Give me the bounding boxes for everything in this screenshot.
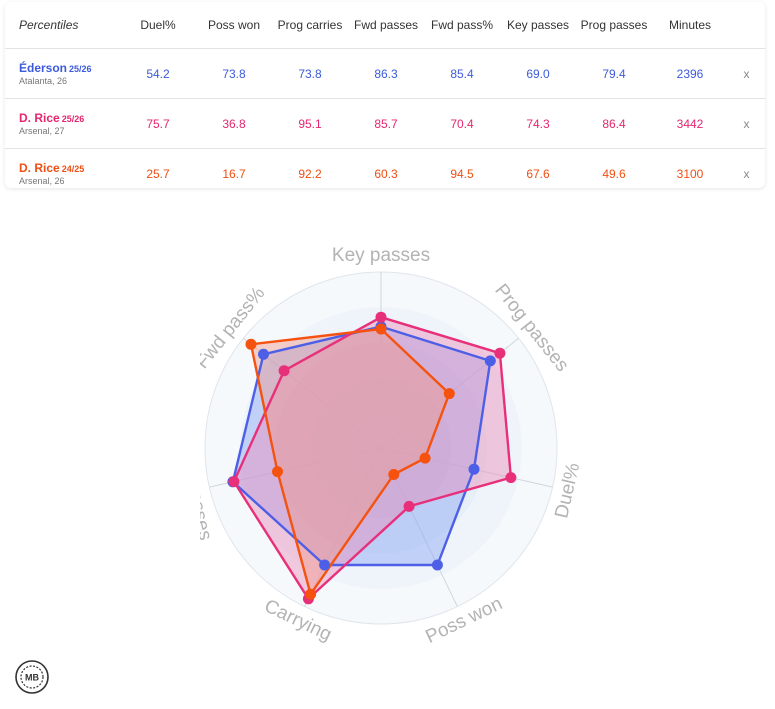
series-line [232, 315, 513, 600]
table-row: D. Rice 25/26 Arsenal, 27 75.7 36.8 95.1 … [5, 98, 765, 149]
series-point [484, 355, 496, 367]
player-club: Atalanta, 26 [19, 76, 68, 86]
player-name: D. Rice [19, 161, 60, 175]
cell-prog-carries: 95.1 [272, 98, 348, 149]
cell-key-passes: 74.3 [500, 98, 576, 149]
remove-player-button[interactable]: x [743, 116, 750, 131]
cell-fwd-pass-pct: 70.4 [424, 98, 500, 149]
column-header-remove [728, 2, 765, 49]
radar-chart: Key passes Prog passes Duel% Poss won Carryi… [173, 238, 585, 654]
series-point [494, 347, 506, 359]
column-header-prog-carries[interactable]: Prog carries [272, 2, 348, 49]
table-header-row: Percentiles Duel% Poss won Prog carries … [5, 2, 765, 49]
column-header-poss-won[interactable]: Poss won [196, 2, 272, 49]
column-header-fwd-passes[interactable]: Fwd passes [348, 2, 424, 49]
cell-prog-carries: 73.8 [272, 48, 348, 99]
logo-text: MB [25, 673, 39, 683]
series-point [443, 388, 455, 400]
cell-fwd-passes: 85.7 [348, 98, 424, 149]
column-header-duel-pct[interactable]: Duel% [120, 2, 196, 49]
series-point [228, 476, 240, 488]
column-header-prog-passes[interactable]: Prog passes [576, 2, 652, 49]
series-point [305, 588, 317, 600]
series-point [431, 559, 443, 571]
player-club: Arsenal, 26 [19, 176, 65, 186]
cell-prog-passes: 49.6 [602, 166, 626, 181]
cell-prog-carries: 92.2 [298, 166, 322, 181]
radar-spoke [304, 447, 382, 607]
series-point [388, 469, 400, 480]
table-row: Éderson 25/26 Atalanta, 26 54.2 73.8 73.8… [5, 48, 765, 99]
cell-poss-won: 16.7 [222, 166, 246, 181]
player-season: 25/26 [61, 114, 85, 124]
player-club: Arsenal, 27 [19, 126, 65, 136]
series-point [375, 323, 387, 335]
series-point [245, 338, 257, 350]
series-point [468, 463, 480, 475]
column-header-key-passes[interactable]: Key passes [500, 2, 576, 49]
cell-duel-pct: 25.7 [146, 166, 170, 181]
series-point [505, 472, 517, 484]
series-area [232, 326, 491, 565]
cell-fwd-passes: 86.3 [348, 48, 424, 99]
cell-key-passes: 67.6 [526, 166, 550, 181]
remove-player-button[interactable]: x [743, 166, 750, 181]
player-cell[interactable]: D. Rice 25/26 Arsenal, 27 [5, 98, 120, 149]
cell-fwd-passes: 60.3 [374, 166, 398, 181]
cell-minutes: 2396 [652, 48, 728, 99]
percentiles-table: Percentiles Duel% Poss won Prog carries … [5, 2, 765, 198]
percentiles-table-card: Percentiles Duel% Poss won Prog carries … [5, 2, 765, 188]
series-point [375, 311, 387, 323]
percentiles-header: Percentiles [5, 2, 120, 49]
cell-duel-pct: 54.2 [120, 48, 196, 99]
series-line [249, 327, 451, 596]
player-season: 24/25 [61, 164, 85, 174]
series-point [403, 500, 415, 512]
cell-poss-won: 36.8 [196, 98, 272, 149]
column-header-fwd-pass-pct[interactable]: Fwd pass% [424, 2, 500, 49]
column-header-minutes[interactable]: Minutes [652, 2, 728, 49]
series-point [419, 452, 431, 464]
cell-prog-passes: 86.4 [576, 98, 652, 149]
cell-minutes: 3100 [676, 166, 704, 181]
player-season: 25/26 [69, 64, 92, 74]
series-point [258, 348, 269, 360]
cell-fwd-pass-pct: 85.4 [424, 48, 500, 99]
cell-fwd-pass-pct: 94.5 [450, 166, 474, 181]
player-name: Éderson [19, 61, 68, 75]
mb-logo: MB [14, 659, 50, 695]
player-name: D. Rice [19, 111, 60, 125]
cell-minutes: 3442 [652, 98, 728, 149]
radar-spoke [380, 447, 553, 488]
cell-key-passes: 69.0 [500, 48, 576, 99]
table-row: D. Rice 24/25 Arsenal, 26 25.7 16.7 92.2 … [5, 149, 765, 199]
series-point [272, 466, 283, 478]
series-area [251, 329, 450, 595]
mb-logo-icon: MB [15, 660, 49, 694]
player-cell[interactable]: D. Rice 24/25 Arsenal, 26 [5, 149, 120, 199]
series-point [319, 559, 331, 571]
series-point [278, 365, 290, 377]
remove-player-button[interactable]: x [743, 66, 750, 81]
cell-duel-pct: 75.7 [120, 98, 196, 149]
cell-prog-passes: 79.4 [576, 48, 652, 99]
player-cell[interactable]: Éderson 25/26 Atalanta, 26 [5, 48, 120, 99]
cell-poss-won: 73.8 [196, 48, 272, 99]
axis-label: Key passes [332, 245, 430, 266]
